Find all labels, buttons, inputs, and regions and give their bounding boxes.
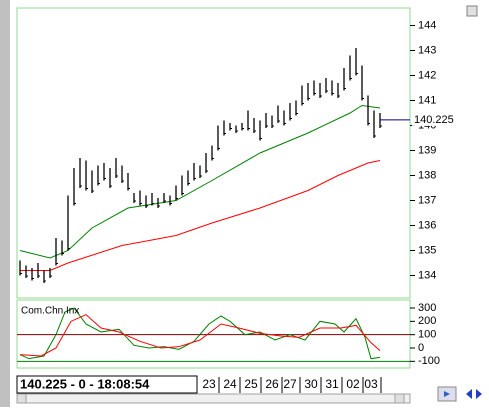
moving-average (19, 104, 381, 259)
y-tick-label: -100 (418, 355, 440, 367)
x-tick-label: 27 (283, 377, 297, 391)
x-tick-label: 26 (265, 377, 279, 391)
x-tick-label: 31 (325, 377, 339, 391)
y-tick-label: 143 (418, 44, 436, 56)
y-tick-label: 134 (418, 269, 436, 281)
x-tick-label: 23 (202, 377, 216, 391)
prev-button[interactable] (466, 389, 472, 399)
x-tick-label: 30 (304, 377, 318, 391)
x-tick-label: 03 (364, 377, 378, 391)
left-strip (0, 0, 10, 407)
price-panel (16, 7, 411, 299)
scroll-right[interactable] (394, 393, 405, 404)
refresh-icon (444, 391, 450, 397)
y-tick-label: 300 (418, 302, 436, 314)
next-button[interactable] (476, 389, 482, 399)
indicator-line (19, 307, 381, 360)
x-tick-label: 24 (223, 377, 237, 391)
x-tick-label: 25 (244, 377, 258, 391)
y-tick-label: 136 (418, 219, 436, 231)
y-tick-label: 0 (418, 342, 424, 354)
scrollbar[interactable] (16, 393, 411, 404)
x-tick-label: 02 (346, 377, 360, 391)
y-tick-label: 142 (418, 69, 436, 81)
window-button[interactable] (466, 5, 478, 17)
last-price-label: 140.225 (414, 114, 454, 126)
y-tick-label: 135 (418, 244, 436, 256)
indicator-panel (16, 299, 411, 369)
y-tick-label: 100 (418, 329, 436, 341)
scroll-left[interactable] (16, 393, 27, 404)
indicator-line (19, 314, 381, 357)
status-text: 140.225 - 0 - 18:08:54 (20, 376, 150, 391)
y-tick-label: 141 (418, 94, 436, 106)
status-box (16, 375, 198, 394)
y-tick-label: 144 (418, 19, 436, 31)
y-tick-label: 200 (418, 315, 436, 327)
moving-average (20, 160, 381, 271)
last-price-box (412, 112, 458, 126)
y-tick-label: 137 (418, 194, 436, 206)
y-tick-label: 139 (418, 144, 436, 156)
indicator-title: Com.Chn.Inx (21, 306, 79, 317)
y-tick-label: 138 (418, 169, 436, 181)
